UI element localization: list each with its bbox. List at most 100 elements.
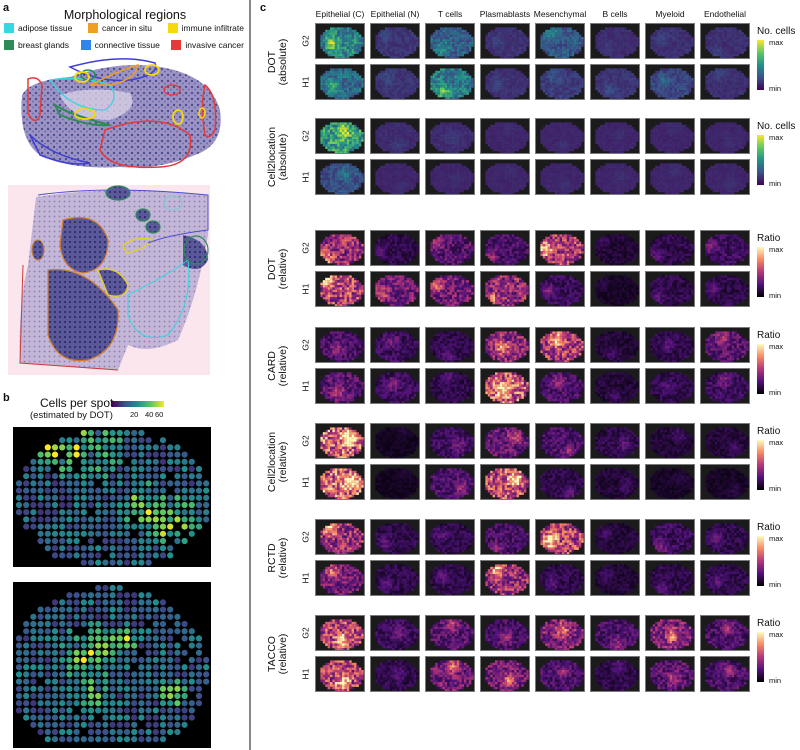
heatmap-tile xyxy=(370,423,420,459)
colorbar-title: No. cells xyxy=(757,121,795,132)
heatmap-tile xyxy=(480,519,530,555)
swatch-invasive xyxy=(171,40,182,50)
heatmap-tile xyxy=(590,656,640,692)
row-method-label: Cell2location (absolute) xyxy=(266,117,289,197)
colorbar-gradient xyxy=(757,135,764,185)
legend-item-invasive: invasive cancer xyxy=(171,40,244,50)
heatmap-tile xyxy=(370,519,420,555)
legend-item-immune: immune infiltrate xyxy=(167,23,244,33)
heatmap-tile xyxy=(700,271,750,307)
colorbar-max: max xyxy=(769,133,783,142)
heatmap-tile xyxy=(700,615,750,651)
sample-label: H1 xyxy=(300,172,310,183)
colorbar-min: min xyxy=(769,484,781,493)
heatmap-tile xyxy=(425,464,475,500)
heatmap-tile xyxy=(480,271,530,307)
colorbar-title: Ratio xyxy=(757,330,780,341)
legend-label: adipose tissue xyxy=(18,23,72,33)
heatmap-tile xyxy=(370,368,420,404)
heatmap-tile xyxy=(370,327,420,363)
heatmap-tile xyxy=(645,464,695,500)
heatmap-tile xyxy=(315,118,365,154)
heatmap-tile xyxy=(370,159,420,195)
heatmap-tile xyxy=(480,327,530,363)
legend-label: immune infiltrate xyxy=(182,23,244,33)
heatmap-tile xyxy=(590,271,640,307)
heatmap-tile xyxy=(425,656,475,692)
heatmap-tile xyxy=(315,423,365,459)
heatmap-tile xyxy=(645,159,695,195)
heatmap-tile xyxy=(590,230,640,266)
heatmap-tile xyxy=(315,159,365,195)
heatmap-tile xyxy=(700,118,750,154)
swatch-connective xyxy=(80,40,91,50)
swatch-adipose xyxy=(4,23,14,33)
heatmap-tile xyxy=(370,464,420,500)
heatmap-tile xyxy=(700,560,750,596)
heatmap-tile xyxy=(590,118,640,154)
sample-label: G2 xyxy=(301,531,311,542)
method-mode: (relative) xyxy=(277,326,289,406)
colorbar-min: min xyxy=(769,291,781,300)
panel-c-letter: c xyxy=(260,2,266,14)
heatmap-tile xyxy=(535,118,585,154)
colorbar-magma: Ratio max min xyxy=(757,618,783,685)
method-mode: (relative) xyxy=(277,422,289,502)
heatmap-tile xyxy=(480,23,530,59)
heatmap-tile xyxy=(315,23,365,59)
legend-label: breast glands xyxy=(18,40,69,50)
legend-item-breast-glands: breast glands xyxy=(4,40,69,50)
legend-item-adipose: adipose tissue xyxy=(4,23,72,33)
heatmap-tile xyxy=(425,368,475,404)
row-method-label: DOT (relative) xyxy=(266,229,289,309)
colorbar-max: max xyxy=(769,38,783,47)
row-method-label: Cell2location (relative) xyxy=(266,422,289,502)
heatmap-tile xyxy=(315,615,365,651)
colorbar-min: min xyxy=(769,676,781,685)
heatmap-tile xyxy=(645,368,695,404)
row-method-label: CARD (relative) xyxy=(266,326,289,406)
heatmap-tile xyxy=(535,271,585,307)
heatmap-tile xyxy=(645,656,695,692)
heatmap-tile xyxy=(700,368,750,404)
heatmap-tile xyxy=(425,519,475,555)
heatmap-tile xyxy=(315,519,365,555)
heatmap-tile xyxy=(370,23,420,59)
heatmap-tile xyxy=(535,464,585,500)
heatmap-tile xyxy=(315,230,365,266)
colorbar-max: max xyxy=(769,245,783,254)
colorbar-max: max xyxy=(769,534,783,543)
heatmap-tile xyxy=(425,23,475,59)
sample-label: H1 xyxy=(300,573,310,584)
colorbar-min: min xyxy=(769,179,781,188)
heatmap-tile xyxy=(700,327,750,363)
method-mode: (relative) xyxy=(277,229,289,309)
heatmap-tile xyxy=(480,159,530,195)
heatmap-tile xyxy=(700,159,750,195)
heatmap-tile xyxy=(590,159,640,195)
colorbar-magma: Ratio max min xyxy=(757,426,783,493)
panel-divider xyxy=(249,0,251,750)
heatmap-tile xyxy=(535,519,585,555)
heatmap-tile xyxy=(590,64,640,100)
heatmap-tile xyxy=(425,230,475,266)
colorbar-tick-40: 40 xyxy=(145,410,153,419)
sample-label: G2 xyxy=(301,339,311,350)
heatmap-tile xyxy=(700,464,750,500)
sample-label: H1 xyxy=(300,477,310,488)
heatmap-tile xyxy=(535,615,585,651)
heatmap-tile xyxy=(535,560,585,596)
legend-label: cancer in situ xyxy=(102,23,152,33)
colorbar-viridis: No. cells max min xyxy=(757,26,795,93)
sample-label: H1 xyxy=(300,381,310,392)
colorbar-gradient xyxy=(757,536,764,586)
heatmap-tile xyxy=(480,656,530,692)
column-header: Myeloid xyxy=(640,9,700,19)
legend-title: Morphological regions xyxy=(0,8,250,22)
heatmap-tile xyxy=(700,23,750,59)
sample-label: H1 xyxy=(300,77,310,88)
histology-image-1 xyxy=(10,55,230,180)
heatmap-tile xyxy=(370,64,420,100)
heatmap-tile xyxy=(425,423,475,459)
heatmap-tile xyxy=(315,327,365,363)
